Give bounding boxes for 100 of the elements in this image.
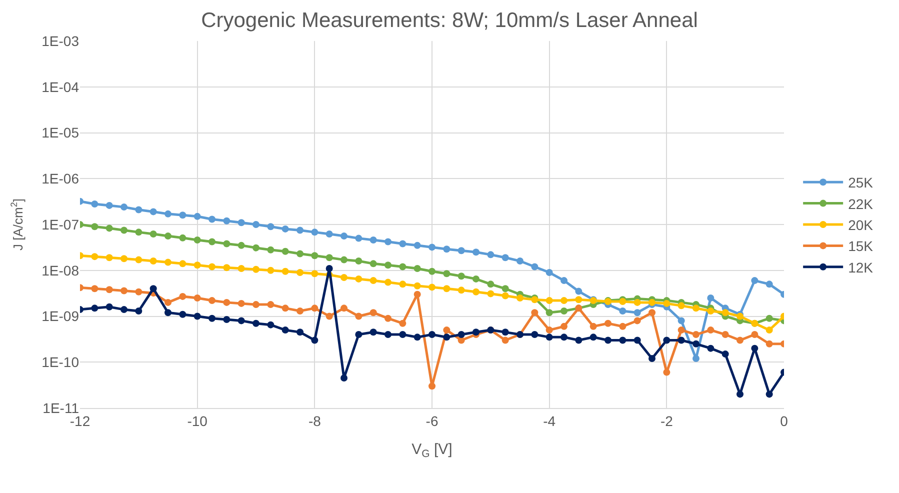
point bbox=[546, 334, 553, 341]
point bbox=[428, 284, 436, 291]
point bbox=[238, 242, 245, 249]
point bbox=[399, 240, 406, 248]
point bbox=[472, 275, 480, 282]
point bbox=[443, 326, 450, 334]
point bbox=[414, 242, 421, 249]
legend-label: 25K bbox=[848, 174, 874, 191]
point bbox=[458, 331, 465, 338]
point bbox=[546, 326, 553, 334]
point bbox=[282, 225, 289, 232]
y-tick-label: 1E-03 bbox=[42, 32, 80, 49]
point bbox=[355, 258, 362, 265]
point bbox=[194, 236, 201, 244]
point bbox=[311, 252, 318, 260]
point bbox=[443, 270, 450, 278]
point bbox=[355, 275, 362, 282]
point bbox=[414, 334, 421, 341]
point bbox=[267, 301, 274, 308]
point bbox=[208, 238, 216, 246]
point bbox=[692, 354, 700, 362]
point bbox=[135, 256, 142, 264]
point bbox=[458, 247, 465, 254]
point bbox=[194, 312, 201, 320]
point bbox=[487, 280, 494, 288]
point bbox=[458, 286, 465, 294]
point bbox=[252, 244, 260, 252]
point bbox=[106, 303, 113, 310]
point bbox=[575, 296, 582, 304]
point bbox=[502, 254, 509, 262]
point bbox=[150, 258, 157, 265]
point bbox=[502, 336, 509, 344]
point bbox=[340, 256, 348, 264]
point bbox=[678, 336, 685, 344]
chart-title: Cryogenic Measurements: 8W; 10mm/s Laser Anneal bbox=[201, 9, 698, 32]
y-tick-label: 1E-05 bbox=[42, 124, 80, 141]
point bbox=[458, 272, 465, 280]
point bbox=[326, 312, 333, 320]
point bbox=[634, 317, 641, 324]
point bbox=[208, 297, 216, 304]
point bbox=[208, 216, 216, 223]
point bbox=[692, 331, 700, 338]
point bbox=[575, 336, 582, 344]
point bbox=[91, 223, 98, 230]
point bbox=[340, 304, 348, 312]
point bbox=[707, 294, 714, 302]
point bbox=[707, 308, 714, 315]
point bbox=[370, 328, 377, 336]
y-tick-label: 1E-07 bbox=[42, 216, 80, 232]
y-tick-label: 1E-06 bbox=[42, 170, 80, 187]
point bbox=[208, 263, 216, 270]
point bbox=[106, 286, 113, 294]
point bbox=[692, 304, 700, 312]
point bbox=[282, 268, 289, 275]
point bbox=[751, 331, 758, 338]
point bbox=[766, 326, 773, 334]
point bbox=[340, 274, 348, 281]
point bbox=[296, 250, 304, 258]
point bbox=[634, 309, 641, 316]
point bbox=[443, 334, 450, 341]
point bbox=[736, 336, 744, 344]
point bbox=[502, 328, 509, 336]
x-tick-label: -6 bbox=[426, 412, 438, 429]
point bbox=[355, 234, 362, 242]
point bbox=[326, 254, 333, 262]
point bbox=[238, 300, 245, 307]
point bbox=[370, 260, 377, 268]
point bbox=[150, 285, 157, 292]
point bbox=[223, 316, 230, 323]
point bbox=[707, 326, 714, 334]
point bbox=[722, 350, 729, 358]
point bbox=[678, 302, 685, 310]
y-tick-label: 1E-10 bbox=[42, 354, 80, 370]
point bbox=[311, 270, 318, 278]
point bbox=[546, 297, 553, 304]
point bbox=[546, 309, 553, 316]
point bbox=[663, 300, 670, 307]
point bbox=[238, 264, 245, 272]
point bbox=[692, 340, 700, 348]
legend-label: 20K bbox=[848, 216, 874, 233]
point bbox=[252, 320, 260, 327]
point bbox=[296, 308, 304, 315]
point bbox=[135, 228, 142, 236]
point bbox=[164, 210, 172, 218]
point bbox=[179, 212, 186, 219]
point bbox=[120, 287, 128, 294]
point bbox=[208, 314, 216, 322]
point bbox=[575, 288, 582, 295]
point bbox=[560, 334, 568, 341]
point bbox=[414, 264, 421, 272]
point bbox=[516, 294, 524, 302]
point bbox=[722, 309, 729, 316]
point bbox=[399, 331, 406, 338]
point bbox=[487, 290, 494, 298]
point bbox=[106, 202, 113, 209]
point bbox=[619, 322, 626, 330]
point bbox=[326, 230, 333, 238]
point bbox=[179, 292, 186, 300]
point bbox=[106, 254, 113, 262]
point bbox=[531, 309, 538, 316]
